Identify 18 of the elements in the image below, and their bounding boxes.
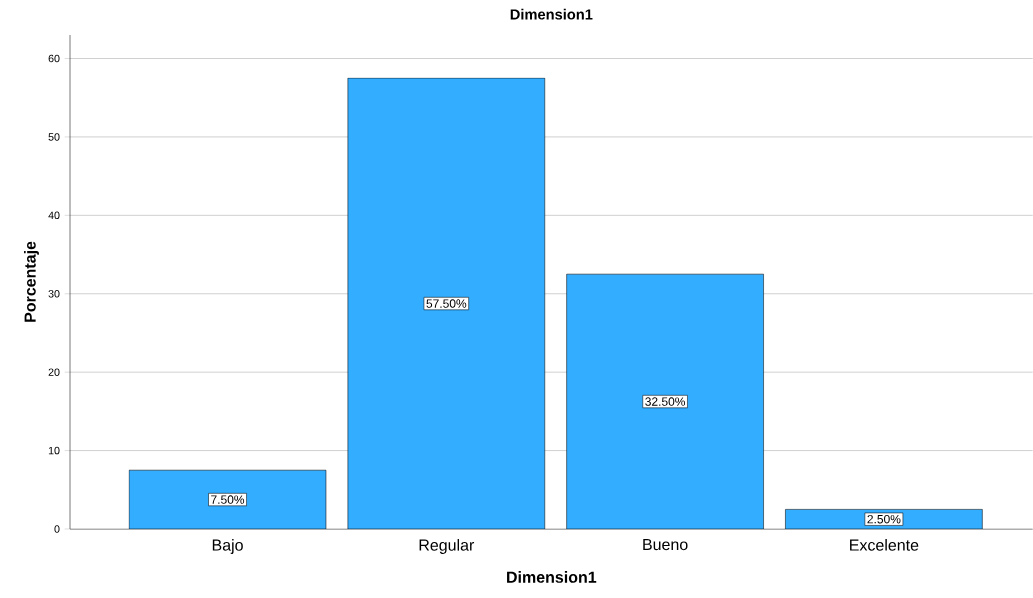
x-tick-label: Excelente xyxy=(850,539,919,551)
x-tick-label: Bajo xyxy=(212,539,243,554)
chart-title: Dimension1 xyxy=(510,8,593,20)
y-tick-label: 50 xyxy=(48,133,60,141)
data-label: 7.50% xyxy=(211,495,245,504)
y-tick-label: 10 xyxy=(48,446,60,455)
y-tick-label: 0 xyxy=(54,525,60,533)
data-label: 57.50% xyxy=(426,299,467,308)
x-axis-title: Dimension1 xyxy=(507,571,597,583)
x-tick-label: Regular xyxy=(419,539,475,554)
y-tick-label: 40 xyxy=(48,211,60,220)
y-tick-label: 60 xyxy=(48,54,60,63)
y-tick-label: 30 xyxy=(48,289,60,298)
data-label: 32.50% xyxy=(645,397,686,406)
y-tick-label: 20 xyxy=(48,368,60,376)
data-label: 2.50% xyxy=(867,514,901,524)
x-tick-label: Bueno xyxy=(643,539,688,551)
y-axis-title: Porcentaje xyxy=(24,241,39,322)
